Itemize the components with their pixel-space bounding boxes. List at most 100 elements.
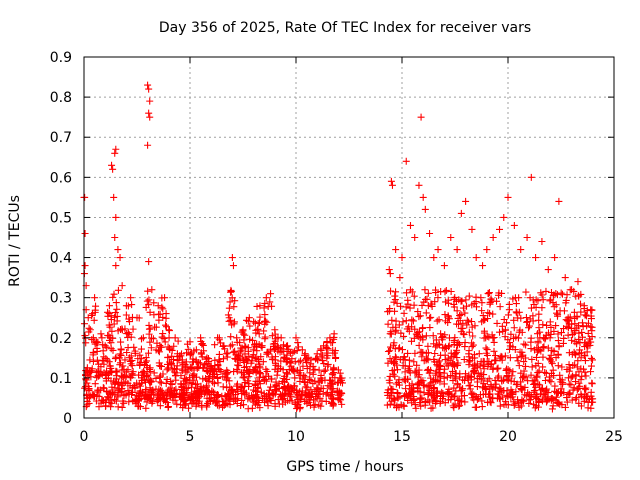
data-point	[123, 348, 131, 356]
data-point	[93, 347, 101, 355]
data-point	[437, 373, 445, 381]
data-point	[328, 380, 336, 388]
data-point	[124, 379, 132, 387]
data-point	[489, 364, 497, 372]
data-point	[569, 361, 577, 369]
data-point	[274, 365, 282, 373]
data-point	[402, 157, 410, 165]
data-point	[145, 85, 153, 93]
data-point	[420, 357, 428, 365]
data-point	[409, 317, 417, 325]
data-point	[154, 396, 162, 404]
data-point	[283, 370, 291, 378]
data-point	[252, 392, 260, 400]
data-point	[572, 394, 580, 402]
data-point	[212, 396, 220, 404]
data-point	[195, 364, 203, 372]
data-point	[457, 328, 465, 336]
data-point	[543, 321, 551, 329]
x-tick-label: 5	[186, 429, 195, 445]
data-point	[152, 323, 160, 331]
data-point	[574, 384, 582, 392]
data-point	[146, 338, 154, 346]
data-point	[181, 380, 189, 388]
data-point	[547, 323, 555, 331]
data-point	[462, 296, 470, 304]
data-point	[223, 384, 231, 392]
data-point	[417, 395, 425, 403]
data-point	[248, 357, 256, 365]
data-point	[164, 360, 172, 368]
data-point	[302, 383, 310, 391]
data-point	[548, 346, 556, 354]
data-point	[187, 391, 195, 399]
data-point	[522, 314, 530, 322]
data-point	[391, 292, 399, 300]
data-point	[573, 312, 581, 320]
data-point	[309, 370, 317, 378]
data-point	[238, 344, 246, 352]
data-point	[107, 345, 115, 353]
data-point	[260, 304, 268, 312]
data-point	[535, 316, 543, 324]
data-point	[231, 347, 239, 355]
data-point	[107, 391, 115, 399]
data-point	[264, 350, 272, 358]
data-point	[461, 343, 469, 351]
data-point	[501, 326, 509, 334]
data-point	[570, 287, 578, 295]
data-point	[588, 306, 596, 314]
data-point	[253, 355, 261, 363]
data-point	[534, 297, 542, 305]
data-point	[574, 357, 582, 365]
data-point	[523, 234, 531, 241]
data-point	[324, 362, 332, 370]
data-point	[271, 339, 279, 347]
x-tick-label: 15	[393, 429, 411, 445]
data-point	[81, 229, 89, 237]
data-point	[538, 385, 546, 393]
data-point	[549, 366, 557, 374]
data-point	[441, 311, 449, 319]
data-point	[472, 303, 480, 311]
data-point	[575, 329, 583, 337]
data-point	[127, 360, 135, 368]
data-point	[561, 274, 569, 282]
data-point	[495, 372, 503, 380]
data-point	[451, 334, 459, 342]
data-point	[182, 376, 190, 384]
data-point	[570, 308, 578, 316]
data-point	[431, 350, 439, 358]
data-point	[431, 397, 439, 405]
data-point	[581, 311, 589, 319]
data-point	[490, 347, 498, 355]
data-point	[401, 375, 409, 383]
data-point	[293, 347, 301, 355]
data-point	[230, 318, 238, 326]
data-points	[80, 81, 597, 413]
data-point	[110, 290, 118, 298]
data-point	[238, 328, 246, 336]
data-point	[396, 344, 404, 352]
data-point	[111, 149, 119, 157]
data-point	[163, 375, 171, 383]
data-point	[130, 343, 138, 351]
data-point	[111, 234, 119, 241]
data-point	[571, 350, 579, 358]
data-point	[164, 343, 172, 351]
data-point	[287, 393, 295, 401]
data-point	[226, 383, 234, 391]
data-point	[528, 355, 536, 363]
data-point	[119, 397, 127, 405]
data-point	[309, 380, 317, 388]
data-point	[530, 301, 538, 309]
data-point	[183, 349, 191, 357]
data-point	[298, 346, 306, 354]
data-point	[401, 368, 409, 376]
data-point	[503, 375, 511, 383]
data-point	[316, 395, 324, 403]
x-tick-label: 25	[605, 429, 623, 445]
data-point	[85, 328, 93, 336]
data-point	[311, 400, 319, 408]
data-point	[547, 369, 555, 377]
